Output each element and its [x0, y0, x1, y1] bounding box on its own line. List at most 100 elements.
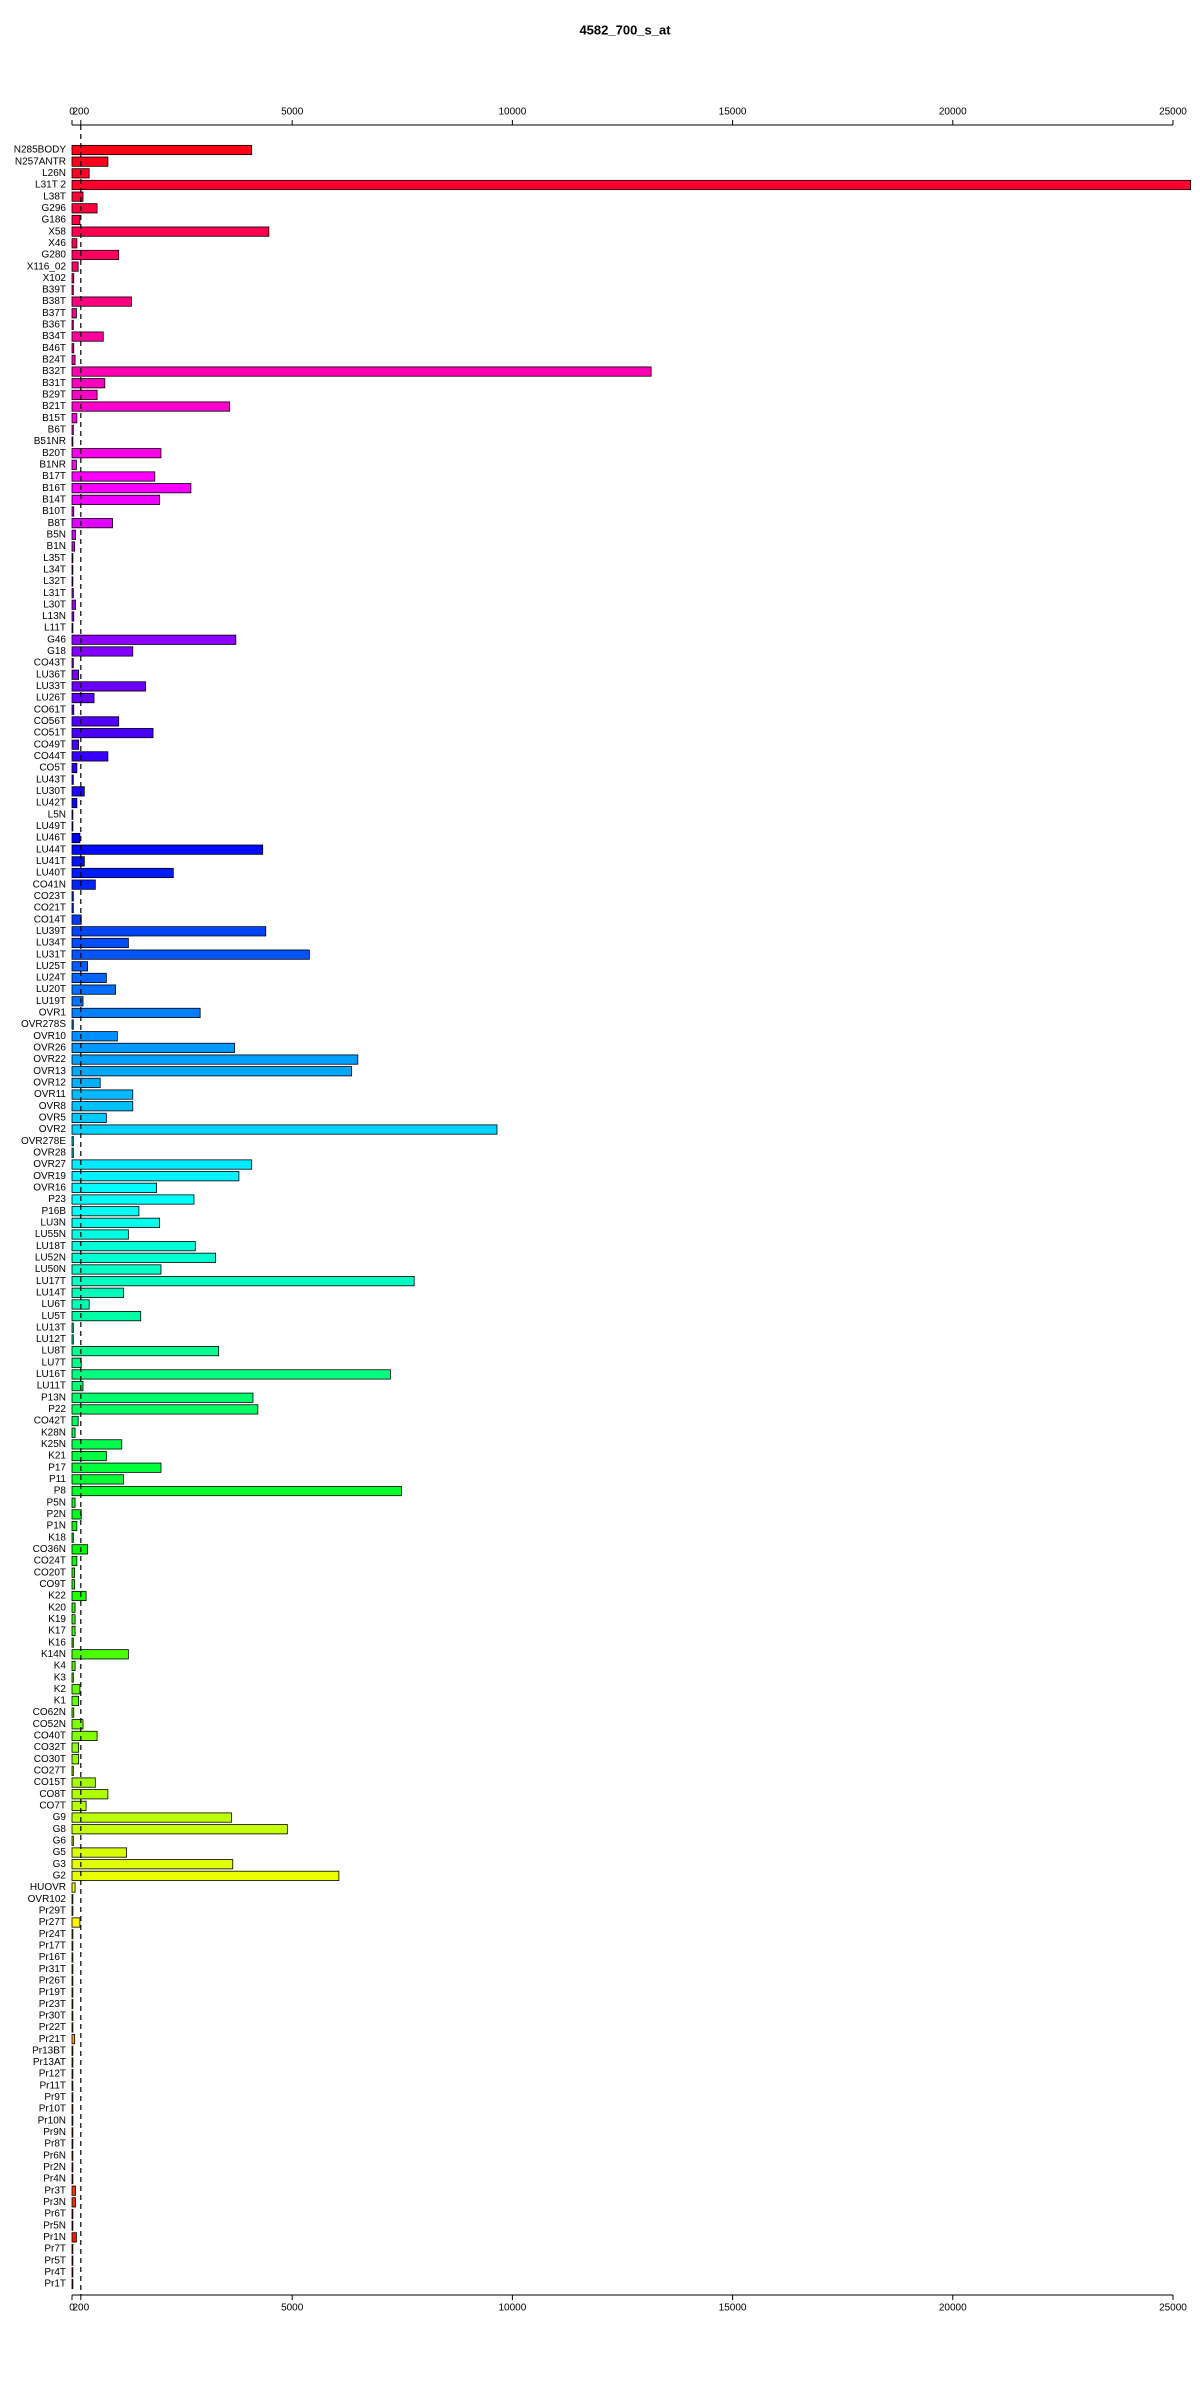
y-tick-label: B10T: [42, 506, 66, 517]
bar: [71, 366, 652, 377]
bar: [71, 646, 134, 657]
y-tick-label: LU40T: [36, 868, 66, 879]
bar: [71, 249, 120, 261]
y-tick-label: OVR12: [33, 1078, 66, 1089]
y-tick-label: Pr23T: [39, 1999, 66, 2010]
x-tick-label: 20000: [939, 2303, 967, 2314]
y-tick-label: N285BODY: [14, 145, 67, 156]
bar: [71, 797, 78, 809]
bar: [71, 203, 98, 214]
bar: [71, 2255, 74, 2266]
y-tick-label: B1N: [47, 541, 66, 552]
y-tick-label: LU42T: [36, 798, 66, 809]
y-tick-label: Pr7T: [44, 2244, 66, 2255]
bar: [71, 564, 74, 575]
y-tick-label: L13N: [42, 611, 66, 622]
bar: [71, 1684, 81, 1695]
y-tick-label: HUOVR: [30, 1882, 66, 1893]
bar: [71, 553, 74, 564]
y-tick-label: Pr13AT: [33, 2057, 66, 2068]
y-tick-label: CO5T: [39, 763, 66, 774]
y-tick-label: CO41N: [33, 879, 66, 890]
x-tick-label: 0: [69, 2303, 75, 2314]
bar: [71, 716, 120, 727]
y-tick-label: OVR27: [33, 1159, 66, 1170]
y-tick-label: Pr1T: [44, 2279, 66, 2290]
bar: [71, 809, 74, 820]
y-tick-label: B5N: [47, 529, 66, 540]
bar: [71, 1194, 195, 1205]
bar: [71, 541, 76, 552]
y-tick-label: LU17T: [36, 1276, 66, 1287]
bar: [71, 996, 84, 1007]
bar: [71, 1462, 162, 1473]
y-tick-label: L31T: [43, 588, 66, 599]
y-tick-label: CO43T: [34, 658, 66, 669]
bar: [71, 1392, 254, 1403]
bar: [71, 867, 174, 879]
y-tick-label: G280: [42, 250, 67, 261]
bar: [71, 2185, 76, 2196]
bar: [71, 1555, 78, 1567]
y-tick-label: Pr9N: [43, 2127, 66, 2138]
bar: [71, 378, 106, 389]
y-tick-label: LU26T: [36, 693, 66, 704]
bar: [71, 2139, 74, 2150]
y-tick-label: LU49T: [36, 821, 66, 832]
y-tick-label: B17T: [42, 471, 66, 482]
y-tick-label: P11: [49, 1474, 66, 1485]
bar: [71, 1334, 74, 1345]
y-tick-label: B46T: [42, 343, 66, 354]
x-tick-label: 200: [72, 2303, 89, 2314]
y-tick-label: Pr31T: [39, 1964, 66, 1975]
bar: [71, 786, 85, 797]
bar: [71, 1882, 76, 1893]
bar: [71, 937, 129, 949]
bar: [71, 727, 154, 739]
y-tick-label: LU25T: [36, 961, 66, 972]
y-tick-label: L30T: [43, 599, 66, 610]
bar: [71, 1894, 74, 1905]
bar: [71, 1171, 240, 1182]
bar: [71, 693, 95, 704]
bar: [71, 1322, 74, 1333]
y-tick-label: Pr8T: [44, 2139, 66, 2150]
bar: [71, 1637, 74, 1648]
y-tick-label: B6T: [48, 425, 66, 436]
bar: [71, 623, 74, 634]
y-tick-label: B1NR: [39, 459, 66, 470]
bar: [71, 681, 146, 692]
y-tick-label: K16: [48, 1637, 66, 1648]
bar: [71, 1287, 124, 1298]
bar: [71, 1427, 76, 1438]
bar: [71, 1439, 123, 1450]
y-tick-label: CO14T: [34, 914, 66, 925]
y-tick-label: G6: [53, 1836, 67, 1847]
bar: [71, 389, 98, 400]
y-tick-label: OVR1: [39, 1008, 67, 1019]
bar: [71, 1054, 359, 1065]
y-tick-label: LU44T: [36, 844, 66, 855]
y-tick-label: LU36T: [36, 669, 66, 680]
y-tick-label: Pr30T: [39, 2010, 66, 2021]
y-tick-label: Pr13BT: [32, 2045, 66, 2056]
bar: [71, 1112, 107, 1123]
bar: [71, 1252, 216, 1263]
bar: [71, 1019, 74, 1030]
y-tick-label: Pr29T: [39, 1905, 66, 1916]
y-tick-label: L35T: [43, 553, 66, 564]
y-tick-label: B36T: [42, 320, 66, 331]
bar: [71, 144, 253, 156]
y-tick-label: Pr10T: [39, 2104, 66, 2115]
bar: [71, 704, 75, 715]
y-tick-label: CO8T: [39, 1789, 66, 1800]
bar: [71, 1975, 74, 1986]
bar: [71, 1695, 80, 1707]
y-tick-label: LU39T: [36, 926, 66, 937]
bar: [71, 576, 74, 587]
y-tick-label: Pr26T: [39, 1975, 66, 1986]
bar: [71, 1707, 75, 1718]
bar: [71, 1077, 101, 1088]
y-tick-label: B34T: [42, 331, 66, 342]
